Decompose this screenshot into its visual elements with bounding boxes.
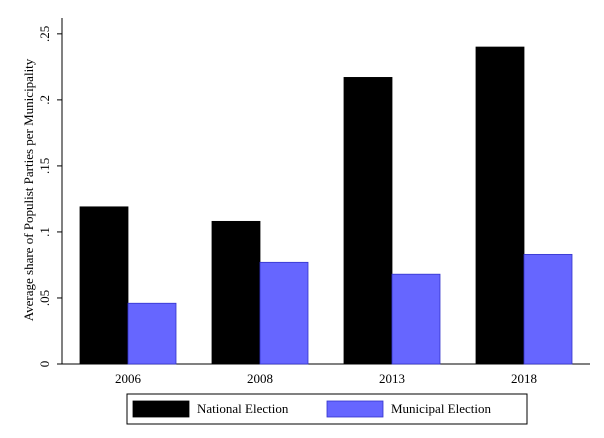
y-tick-label: .1	[37, 227, 52, 237]
x-tick-label: 2018	[511, 371, 537, 386]
y-tick-label: .05	[37, 290, 52, 306]
y-tick-label: .15	[37, 158, 52, 174]
legend-label: Municipal Election	[391, 401, 492, 416]
bar	[523, 253, 573, 365]
bar	[79, 206, 129, 365]
x-tick-label: 2008	[247, 371, 273, 386]
y-axis-label: Average share of Populist Parties per Mu…	[21, 58, 36, 321]
x-tick-label: 2006	[115, 371, 142, 386]
bar	[343, 77, 393, 365]
bar	[127, 302, 177, 365]
y-tick-label: 0	[37, 361, 52, 368]
y-tick-label: .2	[37, 95, 52, 105]
bar	[391, 273, 441, 365]
bar	[259, 261, 309, 365]
legend-swatch	[132, 400, 190, 418]
legend-swatch	[326, 400, 384, 418]
y-tick-label: .25	[37, 26, 52, 42]
bar	[211, 220, 261, 365]
legend-label: National Election	[197, 401, 289, 416]
bar	[475, 46, 525, 365]
x-tick-label: 2013	[379, 371, 405, 386]
